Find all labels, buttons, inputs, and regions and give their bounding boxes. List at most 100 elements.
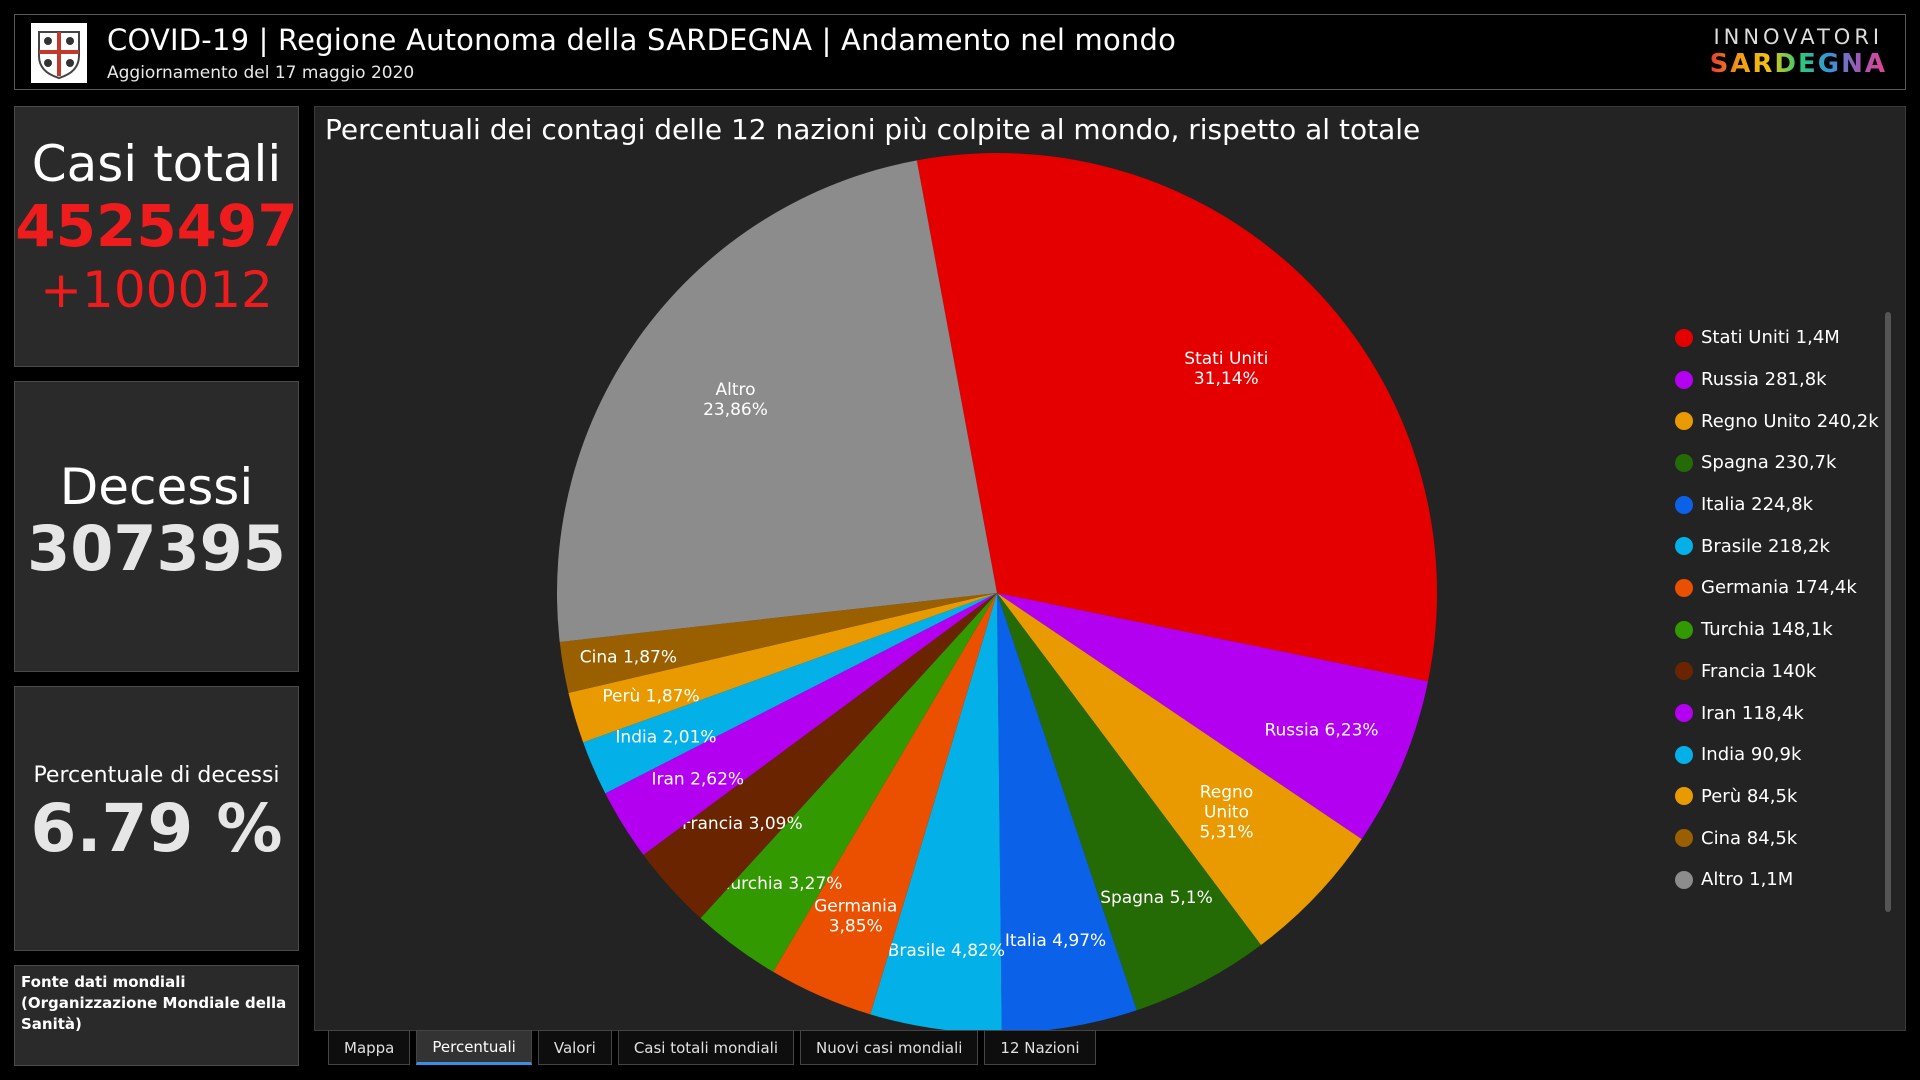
pie-label-brasile: Brasile 4,82% bbox=[888, 941, 1005, 961]
legend-swatch bbox=[1675, 662, 1693, 681]
pie-slice-india[interactable] bbox=[583, 593, 997, 794]
legend-label: Stati Uniti 1,4M bbox=[1701, 327, 1840, 349]
pie-label-stati-uniti: Stati Uniti 31,14% bbox=[1184, 349, 1268, 389]
legend-item[interactable]: Perù 84,5k bbox=[1675, 776, 1879, 818]
pie-label-russia: Russia 6,23% bbox=[1264, 720, 1378, 740]
pie-label-altro: Altro 23,86% bbox=[703, 380, 768, 420]
pie-slice-italia[interactable] bbox=[997, 593, 1137, 1030]
tab-bar: Mappa Percentuali Valori Casi totali mondia… bbox=[328, 1030, 1102, 1065]
legend-label: Iran 118,4k bbox=[1701, 702, 1804, 724]
pie-slice-brasile[interactable] bbox=[870, 593, 1002, 1030]
deaths-label: Decessi bbox=[59, 458, 254, 516]
tab-valori[interactable]: Valori bbox=[537, 1030, 612, 1065]
deaths-value: 307395 bbox=[27, 512, 286, 585]
legend-label: Russia 281,8k bbox=[1701, 369, 1827, 391]
tab-casi-totali-mondiali[interactable]: Casi totali mondiali bbox=[617, 1030, 794, 1065]
legend-swatch bbox=[1675, 620, 1693, 639]
legend-item[interactable]: Spagna 230,7k bbox=[1675, 442, 1879, 484]
legend-item[interactable]: Regno Unito 240,2k bbox=[1675, 400, 1879, 442]
tab-mappa[interactable]: Mappa bbox=[328, 1030, 411, 1065]
header-bar: COVID-19 | Regione Autonoma della SARDEG… bbox=[14, 14, 1906, 90]
chart-legend: Stati Uniti 1,4M Russia 281,8k Regno Unito… bbox=[1675, 317, 1879, 901]
pie-slice-perù[interactable] bbox=[568, 593, 997, 743]
death-rate-card: Percentuale di decessi 6.79 % bbox=[14, 686, 299, 951]
legend-label: Germania 174,4k bbox=[1701, 577, 1857, 599]
pie-label-germania: Germania 3,85% bbox=[814, 896, 897, 936]
deaths-card: Decessi 307395 bbox=[14, 381, 299, 672]
pie-slice-russia[interactable] bbox=[997, 593, 1429, 840]
data-source-text: Fonte dati mondiali (Organizzazione Mond… bbox=[21, 973, 287, 1033]
death-rate-value: 6.79 % bbox=[30, 790, 283, 867]
pie-slice-germania[interactable] bbox=[773, 593, 997, 1015]
chart-panel: Percentuali dei contagi delle 12 nazioni… bbox=[314, 106, 1906, 1031]
legend-swatch bbox=[1675, 370, 1693, 389]
legend-swatch bbox=[1675, 578, 1693, 597]
total-cases-label: Casi totali bbox=[31, 135, 282, 193]
legend-swatch bbox=[1675, 745, 1693, 764]
legend-item[interactable]: India 90,9k bbox=[1675, 734, 1879, 776]
total-cases-value: 4525497 bbox=[15, 192, 298, 260]
legend-item[interactable]: Turchia 148,1k bbox=[1675, 609, 1879, 651]
legend-item[interactable]: Francia 140k bbox=[1675, 651, 1879, 693]
legend-label: Altro 1,1M bbox=[1701, 869, 1794, 891]
legend-label: Francia 140k bbox=[1701, 660, 1817, 682]
legend-scrollbar[interactable] bbox=[1885, 312, 1891, 912]
tab-percentuali[interactable]: Percentuali bbox=[416, 1030, 532, 1065]
pie-slice-stati-uniti[interactable] bbox=[916, 153, 1437, 682]
pie-slice-iran[interactable] bbox=[605, 593, 997, 855]
data-source-card: Fonte dati mondiali (Organizzazione Mond… bbox=[14, 965, 299, 1066]
chart-title: Percentuali dei contagi delle 12 nazioni… bbox=[325, 113, 1421, 146]
pie-slice-spagna[interactable] bbox=[997, 593, 1261, 1011]
legend-swatch bbox=[1675, 870, 1693, 889]
pie-slice-cina[interactable] bbox=[559, 593, 997, 693]
legend-label: Italia 224,8k bbox=[1701, 494, 1814, 516]
pie-label-spagna: Spagna 5,1% bbox=[1100, 888, 1213, 908]
legend-label: Brasile 218,2k bbox=[1701, 535, 1830, 557]
pie-label-cina: Cina 1,87% bbox=[580, 647, 677, 667]
update-date: Aggiornamento del 17 maggio 2020 bbox=[107, 63, 415, 83]
legend-label: Regno Unito 240,2k bbox=[1701, 410, 1879, 432]
legend-swatch bbox=[1675, 328, 1693, 347]
legend-item[interactable]: Brasile 218,2k bbox=[1675, 525, 1879, 567]
legend-label: Spagna 230,7k bbox=[1701, 452, 1837, 474]
legend-item[interactable]: Altro 1,1M bbox=[1675, 859, 1879, 901]
pie-slice-altro[interactable] bbox=[556, 160, 997, 642]
tab-12-nazioni[interactable]: 12 Nazioni bbox=[984, 1030, 1096, 1065]
legend-swatch bbox=[1675, 787, 1693, 806]
brand-bottom-text: SARDEGNA bbox=[1709, 49, 1887, 79]
total-cases-delta: +100012 bbox=[40, 261, 273, 319]
legend-swatch bbox=[1675, 412, 1693, 431]
legend-item[interactable]: Russia 281,8k bbox=[1675, 359, 1879, 401]
pie-chart: Stati Uniti 31,14% Russia 6,23% Regno Unito 5… bbox=[556, 153, 1437, 1030]
legend-item[interactable]: Iran 118,4k bbox=[1675, 692, 1879, 734]
brand-top-text: INNOVATORI bbox=[1713, 25, 1884, 49]
legend-swatch bbox=[1675, 495, 1693, 514]
tab-nuovi-casi-mondiali[interactable]: Nuovi casi mondiali bbox=[800, 1030, 979, 1065]
page-title: COVID-19 | Regione Autonoma della SARDEG… bbox=[107, 23, 1177, 57]
pie-slice-francia[interactable] bbox=[643, 593, 997, 919]
pie-slice-regno-unito[interactable] bbox=[997, 593, 1362, 946]
pie-label-india: India 2,01% bbox=[615, 728, 716, 748]
legend-label: India 90,9k bbox=[1701, 744, 1802, 766]
pie-label-francia: Francia 3,09% bbox=[682, 814, 803, 834]
legend-item[interactable]: Italia 224,8k bbox=[1675, 484, 1879, 526]
total-cases-card: Casi totali 4525497 +100012 bbox=[14, 106, 299, 367]
sardinia-coat-of-arms-icon bbox=[31, 23, 87, 83]
legend-item[interactable]: Germania 174,4k bbox=[1675, 567, 1879, 609]
pie-label-regno-unito: Regno Unito 5,31% bbox=[1199, 782, 1253, 842]
legend-swatch bbox=[1675, 537, 1693, 556]
brand-logo: INNOVATORI SARDEGNA bbox=[1710, 25, 1887, 79]
pie-label-perù: Perù 1,87% bbox=[602, 686, 699, 706]
pie-slice-turchia[interactable] bbox=[700, 593, 997, 972]
legend-swatch bbox=[1675, 829, 1693, 848]
legend-item[interactable]: Cina 84,5k bbox=[1675, 817, 1879, 859]
legend-label: Turchia 148,1k bbox=[1701, 619, 1833, 641]
pie-label-iran: Iran 2,62% bbox=[651, 770, 744, 790]
legend-swatch bbox=[1675, 453, 1693, 472]
pie-label-italia: Italia 4,97% bbox=[1005, 931, 1106, 951]
legend-label: Perù 84,5k bbox=[1701, 785, 1798, 807]
pie-label-turchia: Turchia 3,27% bbox=[722, 874, 843, 894]
legend-swatch bbox=[1675, 704, 1693, 723]
death-rate-label: Percentuale di decessi bbox=[33, 763, 280, 788]
legend-item[interactable]: Stati Uniti 1,4M bbox=[1675, 317, 1879, 359]
